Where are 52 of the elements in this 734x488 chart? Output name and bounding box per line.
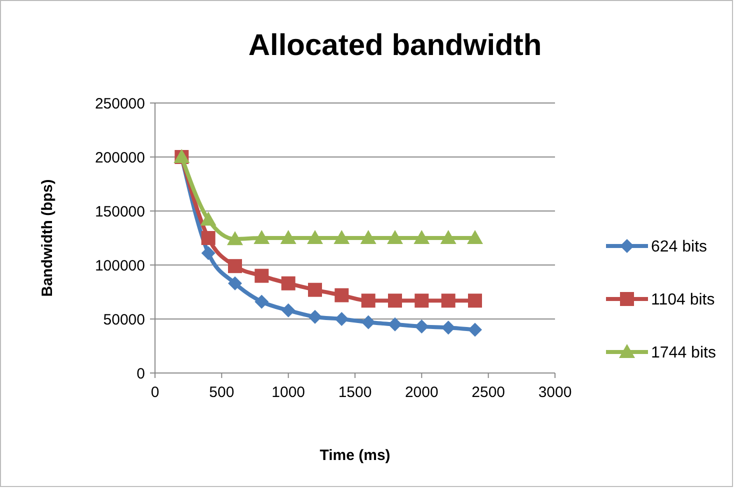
y-tick-label: 150000 bbox=[94, 203, 145, 220]
x-axis-title: Time (ms) bbox=[320, 447, 390, 464]
legend-label: 1104 bits bbox=[651, 292, 715, 309]
point bbox=[254, 230, 270, 244]
point bbox=[201, 231, 216, 245]
y-tick-label: 200000 bbox=[94, 149, 145, 166]
point bbox=[441, 294, 456, 308]
point bbox=[360, 230, 376, 244]
chart-title: Allocated bandwidth bbox=[248, 29, 542, 62]
y-axis-title: Bandwidth (bps) bbox=[39, 179, 56, 297]
y-tick-label: 50000 bbox=[103, 311, 145, 328]
point bbox=[387, 230, 403, 244]
x-tick-label: 1000 bbox=[272, 384, 306, 401]
point bbox=[414, 230, 430, 244]
point bbox=[361, 294, 376, 308]
x-tick-label: 0 bbox=[150, 384, 160, 401]
point bbox=[468, 322, 482, 337]
y-tick-label: 100000 bbox=[94, 257, 145, 274]
point bbox=[440, 230, 456, 244]
point bbox=[441, 320, 456, 335]
point bbox=[388, 294, 402, 308]
point bbox=[228, 259, 242, 274]
point bbox=[334, 312, 349, 326]
point bbox=[467, 230, 483, 244]
x-tick-label: 500 bbox=[209, 384, 234, 401]
point bbox=[307, 230, 323, 244]
y-tick-label: 250000 bbox=[94, 95, 145, 112]
x-tick-label: 2000 bbox=[404, 384, 438, 401]
point bbox=[228, 276, 242, 290]
point bbox=[361, 315, 376, 330]
point bbox=[281, 303, 296, 318]
x-tick-label: 2500 bbox=[472, 384, 506, 401]
point bbox=[281, 276, 296, 290]
point bbox=[227, 231, 243, 246]
point bbox=[201, 246, 216, 260]
y-tick-label: 0 bbox=[136, 365, 145, 382]
point bbox=[254, 268, 269, 283]
point bbox=[414, 320, 429, 334]
point bbox=[468, 294, 482, 308]
point bbox=[308, 310, 322, 324]
point bbox=[414, 294, 429, 308]
point bbox=[388, 317, 402, 332]
x-tick-label: 3000 bbox=[538, 384, 572, 401]
point bbox=[334, 288, 349, 302]
point bbox=[334, 230, 350, 244]
legend-label: 624 bits bbox=[651, 238, 708, 256]
point bbox=[200, 212, 216, 226]
legend-label: 1744 bits bbox=[651, 344, 716, 362]
point bbox=[280, 230, 296, 244]
point bbox=[308, 282, 322, 297]
point bbox=[254, 294, 269, 309]
x-tick-label: 1500 bbox=[338, 384, 372, 401]
